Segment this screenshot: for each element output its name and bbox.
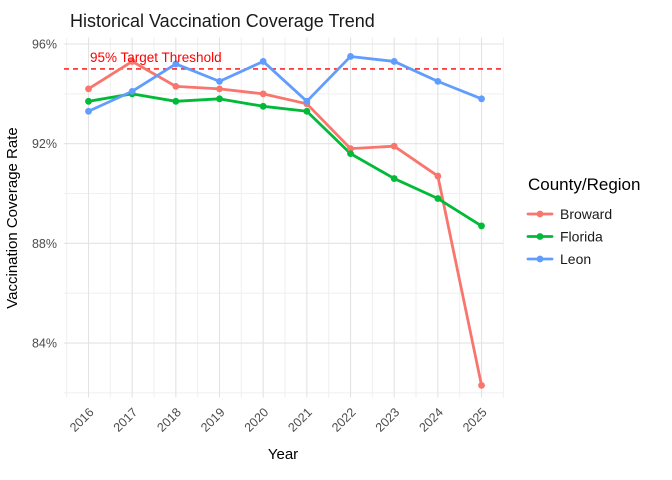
data-point: [478, 222, 485, 230]
data-point: [259, 90, 267, 98]
legend-item-label: Broward: [560, 206, 612, 222]
legend: County/Region Broward Florida Leon: [526, 175, 640, 267]
x-tick-label: 2025: [460, 405, 490, 435]
data-point: [259, 58, 267, 65]
y-axis-tick-labels: 96% 92% 88% 84%: [32, 38, 57, 351]
data-point: [434, 195, 442, 202]
data-point: [172, 60, 180, 68]
data-point: [390, 142, 398, 150]
data-point: [347, 145, 354, 153]
legend-key-point-icon: [536, 233, 544, 240]
y-tick-label: 92%: [32, 137, 57, 151]
data-point: [85, 107, 92, 115]
data-point: [434, 172, 442, 180]
legend-item-leon: Leon: [526, 251, 591, 267]
legend-item-label: Florida: [560, 229, 603, 245]
data-point: [347, 150, 354, 158]
y-tick-label: 84%: [32, 337, 57, 351]
legend-key-point-icon: [536, 210, 544, 218]
data-point: [85, 97, 92, 105]
data-point: [216, 95, 223, 103]
x-tick-label: 2022: [329, 405, 359, 435]
data-point: [128, 58, 136, 65]
series-points: [85, 53, 485, 389]
data-point: [390, 58, 398, 65]
data-point: [259, 102, 267, 110]
x-tick-label: 2023: [373, 405, 403, 435]
series-line-broward: [87, 60, 483, 387]
data-point: [172, 97, 180, 105]
y-tick-label: 88%: [32, 237, 57, 251]
series-lines: [87, 55, 483, 387]
x-tick-label: 2016: [67, 405, 97, 435]
legend-title: County/Region: [528, 175, 640, 194]
x-tick-label: 2018: [154, 405, 184, 435]
x-tick-label: 2020: [242, 405, 272, 435]
x-tick-label: 2017: [111, 405, 141, 435]
series-line-florida: [87, 92, 483, 228]
x-axis-tick-labels: 2016 2017 2018 2019 2020 2021 2022 2023 2024 2025: [67, 405, 490, 435]
data-point: [303, 107, 311, 115]
data-point: [172, 82, 180, 90]
x-axis-title: Year: [268, 446, 298, 463]
x-tick-label: 2021: [285, 405, 315, 435]
chart-title: Historical Vaccination Coverage Trend: [70, 11, 375, 31]
data-point: [478, 95, 485, 103]
data-point: [478, 382, 485, 389]
x-tick-label: 2024: [416, 405, 446, 435]
data-point: [347, 53, 354, 60]
data-point: [216, 85, 223, 93]
legend-key-point-icon: [536, 255, 544, 263]
y-axis-title: Vaccination Coverage Rate: [4, 127, 21, 309]
x-tick-label: 2019: [198, 405, 228, 435]
data-point: [434, 77, 442, 85]
y-tick-label: 96%: [32, 38, 57, 52]
legend-item-label: Leon: [560, 251, 591, 267]
legend-item-broward: Broward: [526, 206, 612, 222]
legend-entries: Broward Florida Leon: [526, 206, 612, 267]
data-point: [390, 175, 398, 182]
series-points-leon: [85, 53, 485, 115]
series-points-florida: [85, 90, 485, 230]
data-point: [216, 77, 223, 85]
series-line-leon: [87, 55, 483, 113]
data-point: [85, 85, 92, 93]
legend-item-florida: Florida: [526, 229, 603, 245]
data-point: [128, 87, 136, 95]
threshold-annotation: 95% Target Threshold: [90, 50, 222, 65]
data-point: [303, 97, 311, 105]
